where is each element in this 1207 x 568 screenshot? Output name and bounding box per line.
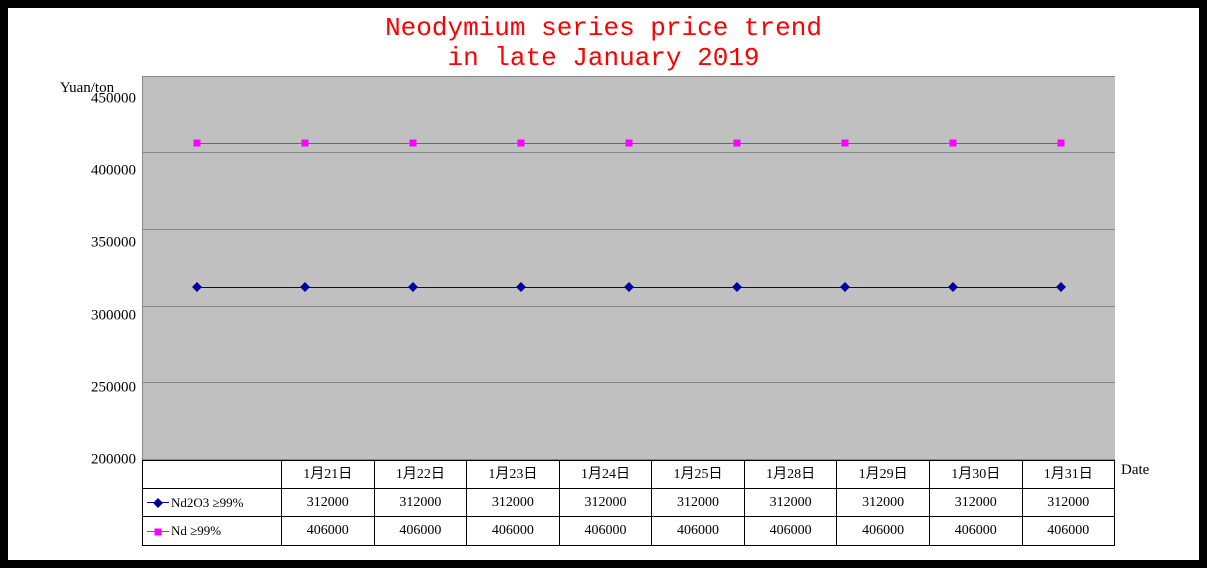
data-columns: 1月21日3120004060001月22日3120004060001月23日3… (282, 460, 1115, 546)
gridline (143, 76, 1115, 77)
legend-label-1: Nd ≥99% (171, 517, 221, 545)
y-tick-container: 200000250000300000350000400000450000 (32, 99, 142, 460)
chart-title: Neodymium series price trend in late Jan… (32, 14, 1175, 74)
data-marker (1058, 140, 1065, 147)
y-tick: 250000 (91, 379, 136, 396)
category-label: 1月30日 (930, 461, 1022, 489)
legend-label-0: Nd2O3 ≥99% (171, 489, 244, 517)
data-marker (518, 140, 525, 147)
data-marker (516, 282, 526, 292)
data-marker (1056, 282, 1066, 292)
y-tick: 300000 (91, 307, 136, 324)
y-axis: Yuan/ton 2000002500003000003500004000004… (32, 76, 142, 460)
plot-row: Yuan/ton 2000002500003000003500004000004… (32, 76, 1175, 460)
data-cell: 312000 (652, 489, 744, 517)
x-axis-label: Date (1115, 462, 1175, 546)
legend-line-0 (147, 502, 169, 503)
category-label: 1月31日 (1023, 461, 1115, 489)
category-label: 1月22日 (375, 461, 467, 489)
y-tick: 450000 (91, 90, 136, 107)
y-tick: 350000 (91, 235, 136, 252)
data-cell: 312000 (560, 489, 652, 517)
data-cell: 312000 (837, 489, 929, 517)
data-marker (408, 282, 418, 292)
data-cell: 312000 (375, 489, 467, 517)
gridline (143, 152, 1115, 153)
legend-column: Nd2O3 ≥99% Nd ≥99% (142, 460, 282, 546)
legend-line-1 (147, 531, 169, 532)
data-marker (624, 282, 634, 292)
gridline (143, 382, 1115, 383)
chart-body: Yuan/ton 2000002500003000003500004000004… (32, 76, 1175, 546)
data-cell: 406000 (467, 517, 559, 545)
data-column: 1月31日312000406000 (1023, 461, 1115, 545)
data-marker (840, 282, 850, 292)
x-axis-label-wrap (1115, 76, 1175, 460)
data-marker (842, 140, 849, 147)
data-column: 1月23日312000406000 (467, 461, 560, 545)
data-column: 1月21日312000406000 (282, 461, 375, 545)
legend-marker-1 (155, 528, 162, 535)
data-cell: 312000 (282, 489, 374, 517)
category-label: 1月23日 (467, 461, 559, 489)
data-cell: 406000 (745, 517, 837, 545)
category-label: 1月21日 (282, 461, 374, 489)
data-marker (300, 282, 310, 292)
legend-marker-0 (153, 498, 163, 508)
gridline (143, 459, 1115, 460)
data-column: 1月22日312000406000 (375, 461, 468, 545)
data-marker (410, 140, 417, 147)
gridline (143, 229, 1115, 230)
data-column: 1月30日312000406000 (930, 461, 1023, 545)
y-tick: 400000 (91, 163, 136, 180)
legend-row-1: Nd ≥99% (143, 517, 281, 545)
data-cell: 406000 (837, 517, 929, 545)
data-cell: 406000 (282, 517, 374, 545)
legend-header-empty (143, 461, 281, 489)
data-column: 1月25日312000406000 (652, 461, 745, 545)
y-tick: 200000 (91, 452, 136, 469)
chart-frame: Neodymium series price trend in late Jan… (0, 0, 1207, 568)
data-marker (192, 282, 202, 292)
category-label: 1月25日 (652, 461, 744, 489)
data-cell: 312000 (467, 489, 559, 517)
data-cell: 406000 (652, 517, 744, 545)
legend-row-0: Nd2O3 ≥99% (143, 489, 281, 517)
title-line-2: in late January 2019 (447, 43, 759, 73)
data-cell: 406000 (930, 517, 1022, 545)
data-marker (948, 282, 958, 292)
data-column: 1月24日312000406000 (560, 461, 653, 545)
data-cell: 312000 (745, 489, 837, 517)
category-label: 1月29日 (837, 461, 929, 489)
data-marker (734, 140, 741, 147)
category-label: 1月24日 (560, 461, 652, 489)
data-marker (950, 140, 957, 147)
data-marker (301, 140, 308, 147)
data-marker (194, 140, 201, 147)
data-cell: 406000 (1023, 517, 1115, 545)
chart-panel: Neodymium series price trend in late Jan… (8, 8, 1199, 560)
gridline (143, 306, 1115, 307)
data-column: 1月29日312000406000 (837, 461, 930, 545)
title-line-1: Neodymium series price trend (385, 13, 822, 43)
data-cell: 406000 (560, 517, 652, 545)
data-marker (626, 140, 633, 147)
data-cell: 312000 (1023, 489, 1115, 517)
data-marker (732, 282, 742, 292)
data-table: Nd2O3 ≥99% Nd ≥99% 1月21日3120004060001月22… (142, 460, 1115, 546)
category-label: 1月28日 (745, 461, 837, 489)
data-column: 1月28日312000406000 (745, 461, 838, 545)
plot-area (142, 76, 1115, 460)
data-cell: 406000 (375, 517, 467, 545)
data-cell: 312000 (930, 489, 1022, 517)
